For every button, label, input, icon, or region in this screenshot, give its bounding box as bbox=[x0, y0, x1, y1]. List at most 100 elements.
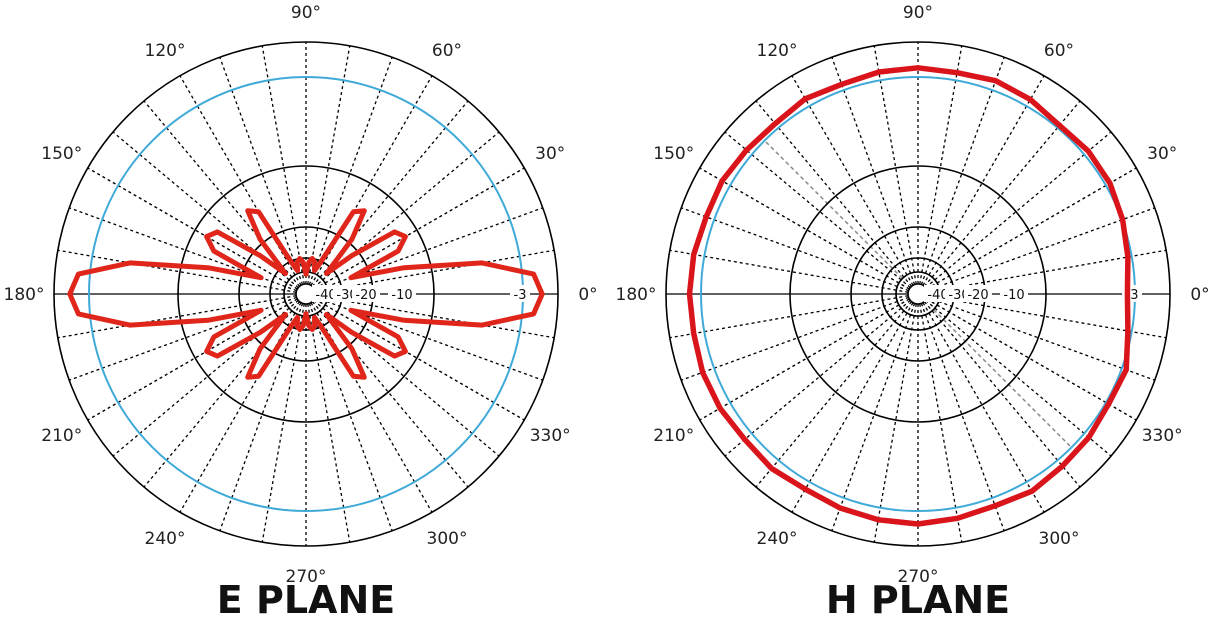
angle-label: 180° bbox=[616, 285, 657, 305]
angle-gridline bbox=[315, 296, 544, 381]
angle-gridline bbox=[57, 295, 297, 339]
angle-gridline bbox=[112, 131, 299, 289]
angle-gridline bbox=[315, 249, 555, 293]
angle-gridline bbox=[179, 75, 302, 286]
angle-label: 240° bbox=[757, 529, 798, 549]
angle-gridline bbox=[315, 295, 555, 339]
angle-gridline bbox=[307, 45, 351, 285]
angle-gridlines bbox=[666, 42, 1170, 546]
angle-label: 180° bbox=[4, 285, 45, 305]
angle-gridline bbox=[724, 299, 911, 457]
angle-gridline bbox=[57, 249, 297, 293]
angle-gridline bbox=[699, 167, 910, 290]
ring-label-background bbox=[388, 285, 416, 302]
angle-gridline bbox=[680, 296, 909, 381]
plane-title: E PLANE bbox=[217, 578, 395, 622]
e-plane-polar-plot: -40 -30-20 -10 -3 0°30°60°90°120°150°180°210… bbox=[4, 3, 598, 622]
angle-label: 300° bbox=[1039, 529, 1080, 549]
pattern-series-line bbox=[67, 208, 545, 380]
angle-gridline bbox=[311, 100, 469, 287]
angle-gridline bbox=[923, 301, 1081, 488]
e-plane-chart: -40 -30 -20 -10 -3 0° 30° 60° 90° 120° 150° 180° 210… bbox=[4, 3, 598, 622]
angle-gridline bbox=[927, 207, 1156, 292]
plane-title: H PLANE bbox=[826, 578, 1010, 622]
angle-gridline bbox=[308, 303, 393, 532]
angle-gridline bbox=[87, 298, 298, 421]
angle-gridline bbox=[831, 303, 916, 532]
angle-label: 90° bbox=[291, 3, 321, 23]
ring-label: -40 bbox=[315, 288, 336, 303]
angle-gridline bbox=[755, 301, 913, 488]
angle-gridline bbox=[922, 302, 1045, 513]
guide-line bbox=[933, 309, 1072, 448]
outer-boundary bbox=[665, 41, 1171, 547]
angle-label: 120° bbox=[145, 41, 186, 61]
angle-gridline bbox=[920, 303, 1005, 532]
angle-gridline bbox=[927, 296, 1156, 381]
angle-label: 120° bbox=[757, 41, 798, 61]
angle-gridline bbox=[179, 302, 302, 513]
angle-label: 0° bbox=[1190, 285, 1209, 305]
angle-label: 330° bbox=[530, 426, 571, 446]
angle-gridline bbox=[308, 56, 393, 285]
angle-gridline bbox=[112, 299, 299, 457]
angle-label: 90° bbox=[903, 3, 933, 23]
angle-gridline bbox=[831, 56, 916, 285]
angle-gridline bbox=[791, 75, 914, 286]
angle-gridline bbox=[219, 56, 304, 285]
angle-gridline bbox=[315, 207, 544, 292]
pattern-series-line bbox=[686, 65, 1131, 527]
angle-gridline bbox=[669, 295, 909, 339]
ring-label-background bbox=[1000, 285, 1028, 302]
angle-gridline bbox=[680, 207, 909, 292]
angle-gridline bbox=[920, 56, 1005, 285]
ring-label: -10 bbox=[391, 288, 412, 303]
angle-gridline bbox=[699, 298, 910, 421]
angle-label: 270° bbox=[286, 567, 327, 587]
ring-label: -40 bbox=[927, 288, 948, 303]
angle-gridline bbox=[68, 207, 297, 292]
ring-label: -10 bbox=[1003, 288, 1024, 303]
angle-label: 60° bbox=[1044, 41, 1074, 61]
angle-gridlines bbox=[54, 42, 558, 546]
angle-gridline bbox=[925, 299, 1112, 457]
angle-gridline bbox=[791, 302, 914, 513]
angle-label: 150° bbox=[653, 144, 694, 164]
angle-gridline bbox=[927, 249, 1167, 293]
ring-label-background bbox=[964, 285, 992, 302]
angle-gridline bbox=[925, 131, 1112, 289]
ring-label-background bbox=[510, 285, 530, 302]
angle-gridline bbox=[919, 45, 963, 285]
angle-gridline bbox=[724, 131, 911, 289]
angle-label: 210° bbox=[41, 426, 82, 446]
angle-gridline bbox=[314, 298, 525, 421]
angle-gridline bbox=[261, 45, 305, 285]
guide-line bbox=[764, 140, 903, 279]
angle-gridline bbox=[923, 100, 1081, 287]
angle-gridline bbox=[87, 167, 298, 290]
angle-gridline bbox=[669, 249, 909, 293]
ring-label: -20 bbox=[355, 288, 376, 303]
angle-label: 300° bbox=[427, 529, 468, 549]
angle-label: 30° bbox=[535, 144, 565, 164]
h-plane-chart: -40 -30 -20 -10 -3 0° 30° 60° 90° 120° 150° 180° 210… bbox=[612, 0, 1224, 633]
angle-label: 30° bbox=[1147, 144, 1177, 164]
angle-label: 270° bbox=[898, 567, 939, 587]
angle-gridline bbox=[313, 131, 500, 289]
ring-label-background bbox=[352, 285, 380, 302]
angle-gridline bbox=[310, 75, 433, 286]
angle-gridline bbox=[261, 303, 305, 543]
angle-label: 240° bbox=[145, 529, 186, 549]
angle-gridline bbox=[873, 45, 917, 285]
ring-label: -20 bbox=[967, 288, 988, 303]
angle-gridline bbox=[310, 302, 433, 513]
radial-ring bbox=[789, 165, 1047, 423]
angle-label: 60° bbox=[432, 41, 462, 61]
angle-gridline bbox=[314, 167, 525, 290]
angle-gridline bbox=[755, 100, 913, 287]
angle-gridline bbox=[922, 75, 1045, 286]
angle-label: 330° bbox=[1142, 426, 1183, 446]
angle-gridline bbox=[927, 295, 1167, 339]
angle-gridline bbox=[307, 303, 351, 543]
angle-gridline bbox=[311, 301, 469, 488]
